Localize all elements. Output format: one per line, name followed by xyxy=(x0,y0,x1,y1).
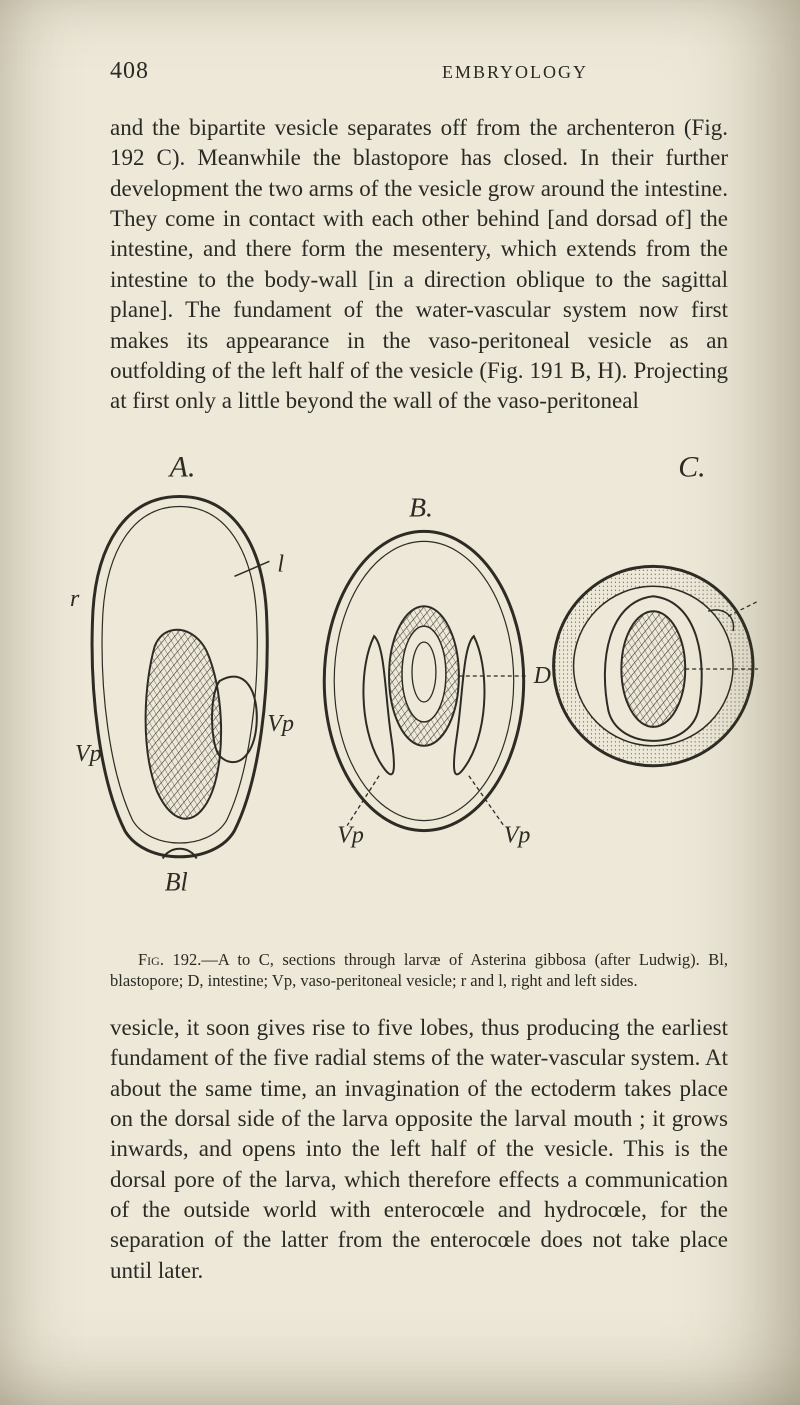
fig-label-D-B: D xyxy=(533,663,551,689)
fig-label-C: C. xyxy=(678,450,705,483)
page-number: 408 xyxy=(110,58,149,85)
caption-lead: Fig. 192.— xyxy=(138,950,218,969)
page-header: 408 EMBRYOLOGY xyxy=(110,58,728,85)
figure-192: A. B. C. r l Vp Vp Vp Vp D Vp D Bl xyxy=(60,431,758,931)
fig-label-Vp-B-left: Vp xyxy=(337,822,364,848)
fig-label-D-C: D xyxy=(757,656,758,682)
figure-caption: Fig. 192.—A to C, sections through larvæ… xyxy=(110,949,728,991)
fig-label-B: B. xyxy=(409,492,433,523)
paragraph-1: and the bipartite vesicle separates off … xyxy=(110,113,728,417)
fig-label-Vp-A-right: Vp xyxy=(267,710,294,736)
fig-label-Vp-B-right: Vp xyxy=(504,822,531,848)
fig-label-Bl: Bl xyxy=(165,867,188,896)
fig-label-r: r xyxy=(70,586,80,612)
fig-label-A: A. xyxy=(168,450,196,483)
running-head: EMBRYOLOGY xyxy=(442,62,588,83)
paragraph-2: vesicle, it soon gives rise to five lobe… xyxy=(110,1013,728,1286)
fig-label-l: l xyxy=(277,551,284,577)
fig-label-Vp-A-left: Vp xyxy=(75,740,102,766)
